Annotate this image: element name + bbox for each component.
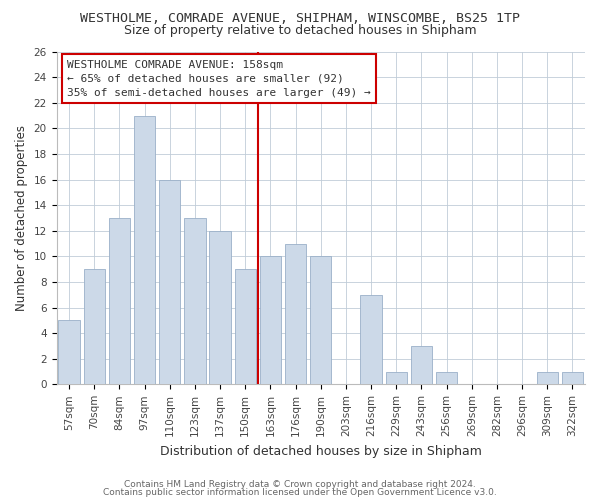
Bar [411,346,432,385]
Bar [562,372,583,384]
Bar [109,218,130,384]
Bar [436,372,457,384]
Bar [235,269,256,384]
Text: Contains HM Land Registry data © Crown copyright and database right 2024.: Contains HM Land Registry data © Crown c… [124,480,476,489]
Bar [285,244,306,384]
Bar [209,230,231,384]
Text: WESTHOLME COMRADE AVENUE: 158sqm
← 65% of detached houses are smaller (92)
35% o: WESTHOLME COMRADE AVENUE: 158sqm ← 65% o… [67,60,371,98]
Text: Size of property relative to detached houses in Shipham: Size of property relative to detached ho… [124,24,476,37]
Bar [310,256,331,384]
X-axis label: Distribution of detached houses by size in Shipham: Distribution of detached houses by size … [160,444,482,458]
Y-axis label: Number of detached properties: Number of detached properties [15,125,28,311]
Bar [260,256,281,384]
Bar [83,269,105,384]
Bar [536,372,558,384]
Text: Contains public sector information licensed under the Open Government Licence v3: Contains public sector information licen… [103,488,497,497]
Bar [134,116,155,384]
Bar [58,320,80,384]
Bar [361,294,382,384]
Text: WESTHOLME, COMRADE AVENUE, SHIPHAM, WINSCOMBE, BS25 1TP: WESTHOLME, COMRADE AVENUE, SHIPHAM, WINS… [80,12,520,26]
Bar [159,180,181,384]
Bar [386,372,407,384]
Bar [184,218,206,384]
